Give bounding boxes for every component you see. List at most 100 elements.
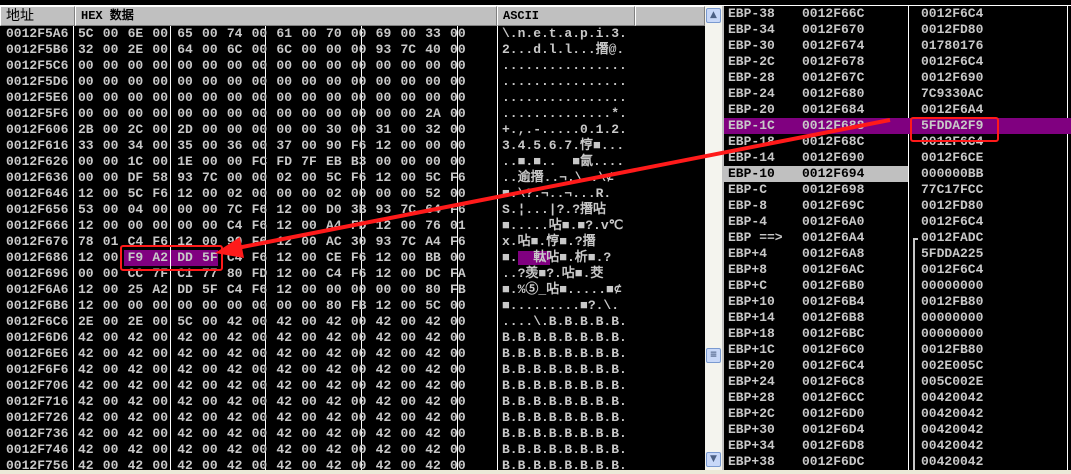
status-bar [0,470,1071,474]
row-hex: 2E 00 2E 00 5C 00 42 00 42 00 42 00 42 0… [78,314,466,329]
dump-row[interactable]: 0012F5F6 00 00 00 00 00 00 00 00 00 00 00… [0,106,705,122]
stack-addr: 0012F674 [802,38,865,53]
stack-row[interactable]: EBP+10 0012F6B4 0012FB80 [724,294,1071,310]
stack-addr: 0012F6B8 [802,310,865,325]
row-ascii: B.B.B.B.B.B.B.B. [502,410,627,425]
stack-row[interactable]: EBP-38 0012F66C 0012F6C4 [724,6,1071,22]
stack-row[interactable]: EBP-34 0012F670 0012FD80 [724,22,1071,38]
row-address: 0012F5E6 [6,90,69,105]
stack-row[interactable]: EBP-8 0012F69C 0012FD80 [724,198,1071,214]
stack-row[interactable]: EBP-4 0012F6A0 0012F6C4 [724,214,1071,230]
row-hex: 00 00 00 00 00 00 00 00 00 00 00 00 00 0… [78,90,466,105]
dump-row[interactable]: 0012F6F6 42 00 42 00 42 00 42 00 42 00 42… [0,362,705,378]
stack-label: EBP+34 [728,438,775,453]
dump-row[interactable]: 0012F6D6 42 00 42 00 42 00 42 00 42 00 42… [0,330,705,346]
stack-row[interactable]: EBP+38 0012F6DC 00420042 [724,454,1071,470]
stack-row[interactable]: EBP+8 0012F6AC 0012F6C4 [724,262,1071,278]
row-ascii: \.n.e.t.a.p.i.3. [502,26,627,41]
dump-row[interactable]: 0012F716 42 00 42 00 42 00 42 00 42 00 42… [0,394,705,410]
dump-row[interactable]: 0012F726 42 00 42 00 42 00 42 00 42 00 42… [0,410,705,426]
dump-scrollbar[interactable]: ▲ ≡ ▼ [705,6,722,474]
dump-row[interactable]: 0012F706 42 00 42 00 42 00 42 00 42 00 42… [0,378,705,394]
stack-row[interactable]: EBP-28 0012F67C 0012F690 [724,70,1071,86]
column-header-ascii[interactable]: ASCII [497,6,635,26]
divider [497,26,498,474]
row-hex: 42 00 42 00 42 00 42 00 42 00 42 00 42 0… [78,426,466,441]
stack-row[interactable]: EBP-C 0012F698 77C17FCC [724,182,1071,198]
chevron-up-icon[interactable]: ▲ [706,8,721,23]
row-ascii: ■. 軚呫■.析■.? [502,250,612,265]
stack-pane[interactable]: EBP-38 0012F66C 0012F6C4 EBP-34 0012F670 0012… [722,6,1071,474]
stack-label: EBP+10 [728,294,775,309]
stack-row[interactable]: EBP-30 0012F674 01780176 [724,38,1071,54]
stack-value: 00420042 [921,454,984,469]
dump-row[interactable]: 0012F6E6 42 00 42 00 42 00 42 00 42 00 42… [0,346,705,362]
dump-row[interactable]: 0012F746 42 00 42 00 42 00 42 00 42 00 42… [0,442,705,458]
dump-row[interactable]: 0012F756 42 00 42 00 42 00 42 00 42 00 42… [0,458,705,474]
stack-row[interactable]: EBP+24 0012F6C8 005C002E [724,374,1071,390]
stack-row[interactable]: EBP+28 0012F6CC 00420042 [724,390,1071,406]
stack-row[interactable]: EBP+18 0012F6BC 00000000 [724,326,1071,342]
dump-row[interactable]: 0012F616 33 00 34 00 35 00 36 00 37 00 90… [0,138,705,154]
stack-row[interactable]: EBP-14 0012F690 0012F6CE [724,150,1071,166]
dump-row[interactable]: 0012F636 00 00 DF 58 93 7C 00 00 02 00 5C… [0,170,705,186]
stack-value: 0012FD80 [921,198,984,213]
dump-row[interactable]: 0012F6C6 2E 00 2E 00 5C 00 42 00 42 00 42… [0,314,705,330]
dump-row[interactable]: 0012F5A6 5C 00 6E 00 65 00 74 00 61 00 70… [0,26,705,42]
row-hex: 42 00 42 00 42 00 42 00 42 00 42 00 42 0… [78,442,466,457]
column-header-address[interactable]: 地址 [0,6,75,26]
dump-row[interactable]: 0012F6A6 12 00 25 A2 DD 5F C4 F6 12 00 00… [0,282,705,298]
stack-row[interactable]: EBP+14 0012F6B8 00000000 [724,310,1071,326]
dump-row[interactable]: 0012F5E6 00 00 00 00 00 00 00 00 00 00 00… [0,90,705,106]
stack-addr: 0012F6CC [802,390,865,405]
stack-row[interactable]: EBP-20 0012F684 0012F6A4 [724,102,1071,118]
row-hex: 42 00 42 00 42 00 42 00 42 00 42 00 42 0… [78,330,466,345]
dump-row[interactable]: 0012F5D6 00 00 00 00 00 00 00 00 00 00 00… [0,74,705,90]
stack-addr: 0012F684 [802,102,865,117]
row-address: 0012F726 [6,410,69,425]
stack-label: EBP+1C [728,342,775,357]
dump-row[interactable]: 0012F696 00 00 CC 7F C1 77 80 FD 12 00 C4… [0,266,705,282]
dump-row[interactable]: 0012F686 12 00 F9 A2 DD 5F C4 F6 12 00 CE… [0,250,705,266]
dump-row[interactable]: 0012F736 42 00 42 00 42 00 42 00 42 00 42… [0,426,705,442]
dump-row[interactable]: 0012F6B6 12 00 00 00 00 00 00 00 00 00 80… [0,298,705,314]
stack-row[interactable]: EBP-24 0012F680 7C9330AC [724,86,1071,102]
stack-addr: 0012F68C [802,134,865,149]
row-ascii: B.B.B.B.B.B.B.B. [502,378,627,393]
stack-row[interactable]: EBP+C 0012F6B0 00000000 [724,278,1071,294]
hex-dump-pane[interactable]: 0012F5A6 5C 00 6E 00 65 00 74 00 61 00 70… [0,26,705,474]
stack-label: EBP-20 [728,102,775,117]
stack-row[interactable]: EBP+34 0012F6D8 00420042 [724,438,1071,454]
stack-addr: 0012F6D4 [802,422,865,437]
stack-row[interactable]: EBP+20 0012F6C4 002E005C [724,358,1071,374]
stack-value: 002E005C [921,358,984,373]
stack-row[interactable]: EBP+1C 0012F6C0 0012FB80 [724,342,1071,358]
stack-value: 00420042 [921,390,984,405]
divider [1067,6,1068,474]
row-hex: 00 00 00 00 00 00 00 00 00 00 00 00 00 0… [78,106,466,121]
scrollbar-thumb[interactable]: ≡ [706,348,721,363]
stack-row[interactable]: EBP+2C 0012F6D0 00420042 [724,406,1071,422]
dump-row[interactable]: 0012F5B6 32 00 2E 00 64 00 6C 00 6C 00 00… [0,42,705,58]
dump-row[interactable]: 0012F5C6 00 00 00 00 00 00 00 00 00 00 00… [0,58,705,74]
stack-row[interactable]: EBP ==> 0012F6A4 0012FADC [724,230,1071,246]
stack-value: 00420042 [921,422,984,437]
stack-addr: 0012F69C [802,198,865,213]
dump-row[interactable]: 0012F606 2B 00 2C 00 2D 00 00 00 00 00 30… [0,122,705,138]
stack-row[interactable]: EBP+30 0012F6D4 00420042 [724,422,1071,438]
row-hex: 32 00 2E 00 64 00 6C 00 6C 00 00 00 93 7… [78,42,466,57]
stack-label: EBP-10 [728,166,775,181]
row-ascii: ■.........■?.\. [502,298,620,313]
stack-row[interactable]: EBP-10 0012F694 000000BB [724,166,1071,182]
dump-row[interactable]: 0012F626 00 00 1C 00 1E 00 00 FC FD 7F EB… [0,154,705,170]
column-header-hex[interactable]: HEX 数据 [75,6,497,26]
chevron-down-icon[interactable]: ▼ [706,452,721,467]
stack-addr: 0012F6AC [802,262,865,277]
stack-value: 5FDDA2F9 [921,118,984,133]
stack-addr: 0012F670 [802,22,865,37]
stack-label: EBP+14 [728,310,775,325]
row-address: 0012F5D6 [6,74,69,89]
stack-row[interactable]: EBP-2C 0012F678 0012F6C4 [724,54,1071,70]
stack-row[interactable]: EBP+4 0012F6A8 5FDDA225 [724,246,1071,262]
